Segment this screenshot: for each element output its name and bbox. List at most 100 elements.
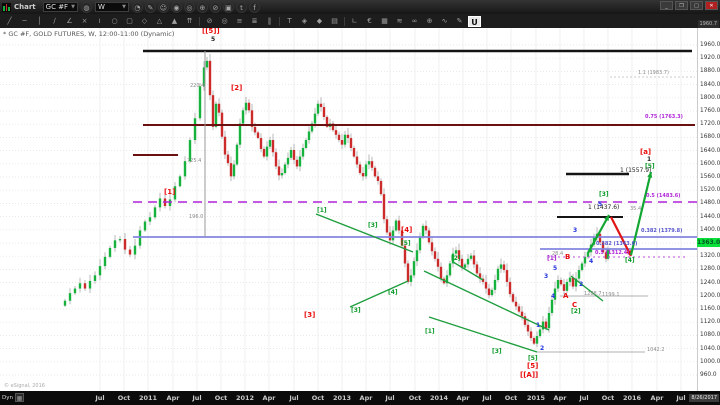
price-tick: 1960.0 — [700, 42, 720, 48]
draw-tool-icon-9[interactable]: ◇ — [141, 16, 148, 25]
wave-label: 28.4 — [552, 251, 564, 257]
wave-label: 1 (1437.6) — [588, 204, 620, 211]
wave-label: [5] — [645, 163, 655, 170]
date-tick: 2011 — [138, 394, 158, 402]
draw-tool-icon-26[interactable]: € — [367, 16, 372, 25]
draw-tool-icon-4[interactable]: ∠ — [66, 16, 73, 25]
chat-icon[interactable]: ▣ — [222, 1, 234, 13]
draw-tool-icon-3[interactable]: ∕ — [53, 16, 56, 25]
draw-tool-icon-29[interactable]: ∞ — [411, 16, 418, 25]
facebook-icon[interactable]: f — [248, 1, 260, 13]
draw-tool-icon-6[interactable]: ≀ — [98, 16, 101, 25]
symbol-input[interactable]: GC #F ▼ — [42, 2, 78, 12]
draw-tool-icon-21[interactable]: ◈ — [301, 16, 308, 25]
link-icon[interactable]: ◍ — [80, 1, 92, 13]
draw-tool-icon-1[interactable]: ─ — [22, 16, 27, 25]
chart-plot-area[interactable] — [0, 28, 720, 392]
wave-label: 1199.1 — [602, 292, 620, 298]
minimize-button[interactable]: _ — [660, 1, 673, 10]
draw-tool-icon-2[interactable]: │ — [37, 16, 42, 25]
draw-tool-icon-10[interactable]: △ — [156, 16, 163, 25]
date-tick: Apr — [650, 394, 664, 402]
draw-tool-icon-11[interactable]: ▲ — [171, 16, 178, 25]
draw-tool-icon-17[interactable]: ≣ — [251, 16, 258, 25]
price-tick: 1200.0 — [700, 292, 720, 299]
wave-label: C — [572, 301, 578, 309]
restore-button[interactable]: ❐ — [675, 1, 688, 10]
grid-mode-icon[interactable]: ▦ — [14, 393, 24, 402]
wave-label: 5 — [598, 201, 603, 208]
price-tick: 1440.0 — [700, 213, 720, 220]
toolbar-divider — [279, 16, 280, 26]
draw-tool-icon-18[interactable]: ‖ — [267, 16, 272, 25]
price-tick: 1480.0 — [700, 200, 720, 207]
draw-tool-icon-0[interactable]: ╱ — [7, 16, 12, 25]
wave-label: [4] — [388, 289, 398, 296]
price-axis[interactable]: 1960.0 1920.0 1880.0 1840.0 1800.0 1760.0 1720… — [697, 28, 720, 392]
wave-label: [a] — [640, 148, 652, 156]
chevron-down-icon: ▼ — [122, 4, 126, 10]
chart-symbol-title: * GC #F, GOLD FUTURES, W, 12:00-11:00 (D… — [3, 30, 175, 38]
wave-label: [5] — [528, 355, 538, 362]
wave-label: [1] — [164, 188, 176, 196]
date-axis[interactable]: Dyn ▦ 8/26/2017 Jul Oct 2011 Apr Jul Oct 2012 Ap… — [0, 391, 720, 405]
date-tick: Apr — [553, 394, 567, 402]
interval-input[interactable]: W ▼ — [94, 2, 129, 12]
draw-tool-icon-5[interactable]: × — [81, 16, 88, 25]
disable-icon[interactable]: ⊘ — [209, 1, 221, 13]
draw-tool-icon-25[interactable]: ∟ — [351, 16, 358, 25]
wave-label: 1 — [647, 156, 652, 163]
draw-tool-icon-14[interactable]: ⊘ — [206, 16, 213, 25]
target-icon[interactable]: ◎ — [183, 1, 195, 13]
price-tick: 1640.0 — [700, 147, 720, 154]
wave-label: 5 — [553, 265, 558, 272]
time-icon[interactable]: ◔ — [131, 1, 143, 13]
date-tick: Oct — [408, 394, 422, 402]
wave-label: 2 — [579, 281, 584, 288]
u-button[interactable]: U — [468, 15, 481, 27]
draw-tool-icon-12[interactable]: ⇈ — [186, 16, 193, 25]
date-tick: Jul — [385, 394, 395, 402]
wave-label: 3 — [544, 273, 549, 280]
draw-tool-icon-31[interactable]: ∿ — [441, 16, 448, 25]
toolbar-divider — [199, 16, 200, 26]
price-tick: 1920.0 — [700, 55, 720, 62]
price-tick: 1120.0 — [700, 319, 720, 326]
window-controls: _ ❐ □ ✕ — [660, 1, 718, 10]
draw-tool-icon-16[interactable]: ≡ — [236, 16, 243, 25]
twitter-icon[interactable]: t — [235, 1, 247, 13]
date-tick: 2012 — [235, 394, 255, 402]
draw-tool-icon-8[interactable]: ▢ — [126, 16, 133, 25]
date-tick: Jul — [676, 394, 686, 402]
wave-label: [2] — [231, 84, 243, 92]
date-tick: Jul — [95, 394, 105, 402]
wave-label: A — [563, 292, 569, 300]
draw-tool-icon-30[interactable]: ⊕ — [426, 16, 433, 25]
draw-tool-icon-27[interactable]: ▦ — [381, 16, 388, 25]
draw-tool-icon-32[interactable]: ✎ — [456, 16, 463, 25]
wave-label: 220.4 — [190, 83, 205, 89]
maximize-button[interactable]: □ — [690, 1, 703, 10]
wave-label: [1] — [317, 207, 327, 214]
close-button[interactable]: ✕ — [705, 1, 718, 10]
price-tick: 1800.0 — [700, 94, 720, 101]
wave-label: 0.382 (1343.6) — [596, 241, 638, 247]
date-tick: 2014 — [429, 394, 449, 402]
draw-tool-icon-23[interactable]: ▤ — [331, 16, 338, 25]
wave-label: 1 — [536, 322, 541, 329]
draw-tool-icon-28[interactable]: ≋ — [396, 16, 403, 25]
draw-tool-icon-15[interactable]: ◎ — [221, 16, 228, 25]
axis-top-badge: 1960.7 — [697, 20, 719, 28]
draw-tool-icon-20[interactable]: T — [287, 16, 292, 25]
dynamic-mode-label[interactable]: Dyn ▦ — [2, 393, 24, 402]
copyright-text: © eSignal, 2016 — [4, 383, 45, 389]
draw-icon[interactable]: ✎ — [144, 1, 156, 13]
date-tick: Jul — [289, 394, 299, 402]
draw-tool-icon-7[interactable]: ○ — [111, 16, 118, 25]
emoji-icon[interactable]: ☺ — [157, 1, 169, 13]
draw-tool-icon-22[interactable]: ◆ — [316, 16, 323, 25]
zoom-icon[interactable]: ⊕ — [196, 1, 208, 13]
wave-label: 3 — [573, 227, 578, 234]
announce-icon[interactable]: ◉ — [170, 1, 182, 13]
